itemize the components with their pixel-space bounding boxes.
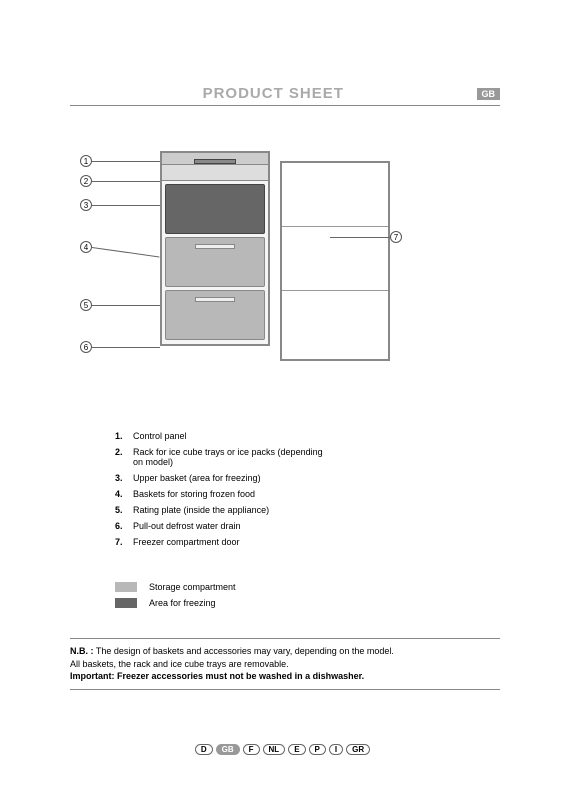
callout-6-num: 6 bbox=[80, 341, 92, 353]
lang-pill-nl[interactable]: NL bbox=[263, 744, 286, 755]
list-item: 1.Control panel bbox=[115, 431, 500, 441]
callout-3: 3 bbox=[80, 199, 92, 211]
freezer-door bbox=[280, 161, 390, 361]
ice-rack bbox=[162, 165, 268, 181]
swatch-freezing bbox=[115, 598, 137, 608]
lang-pill-e[interactable]: E bbox=[288, 744, 305, 755]
part-label: Freezer compartment door bbox=[133, 537, 240, 547]
list-item: 5.Rating plate (inside the appliance) bbox=[115, 505, 500, 515]
list-item: 4.Baskets for storing frozen food bbox=[115, 489, 500, 499]
legend-freezing: Area for freezing bbox=[115, 598, 500, 608]
upper-basket bbox=[165, 184, 265, 234]
freezer-body bbox=[160, 151, 270, 346]
legend-storage: Storage compartment bbox=[115, 582, 500, 592]
callout-4-num: 4 bbox=[80, 241, 92, 253]
lang-pill-p[interactable]: P bbox=[309, 744, 326, 755]
legend-freezing-label: Area for freezing bbox=[149, 598, 216, 608]
language-badge: GB bbox=[477, 88, 501, 100]
part-label: Upper basket (area for freezing) bbox=[133, 473, 261, 483]
part-label: Control panel bbox=[133, 431, 187, 441]
middle-basket bbox=[165, 237, 265, 287]
legend-storage-label: Storage compartment bbox=[149, 582, 236, 592]
list-item: 2.Rack for ice cube trays or ice packs (… bbox=[115, 447, 500, 467]
lang-pill-gr[interactable]: GR bbox=[346, 744, 370, 755]
header-bar: PRODUCT SHEET GB bbox=[70, 85, 500, 106]
lang-pill-d[interactable]: D bbox=[195, 744, 213, 755]
page: PRODUCT SHEET GB 1 2 3 4 5 6 bbox=[70, 85, 500, 740]
list-item: 7.Freezer compartment door bbox=[115, 537, 500, 547]
lang-pill-gb[interactable]: GB bbox=[216, 744, 240, 755]
footer: DGBFNLEPIGR bbox=[0, 744, 565, 755]
note-block: N.B. : The design of baskets and accesso… bbox=[70, 638, 500, 690]
note-line2: All baskets, the rack and ice cube trays… bbox=[70, 659, 289, 669]
part-label: Rack for ice cube trays or ice packs (de… bbox=[133, 447, 323, 467]
callout-4: 4 bbox=[80, 241, 92, 253]
page-title: PRODUCT SHEET bbox=[70, 85, 477, 102]
callout-2: 2 bbox=[80, 175, 92, 187]
parts-list: 1.Control panel 2.Rack for ice cube tray… bbox=[115, 431, 500, 547]
legend: Storage compartment Area for freezing bbox=[115, 582, 500, 608]
lang-pill-f[interactable]: F bbox=[243, 744, 260, 755]
callout-3-num: 3 bbox=[80, 199, 92, 211]
product-diagram: 1 2 3 4 5 6 bbox=[70, 151, 500, 381]
list-item: 6.Pull-out defrost water drain bbox=[115, 521, 500, 531]
note-line1: The design of baskets and accessories ma… bbox=[94, 646, 394, 656]
note-line3: Important: Freezer accessories must not … bbox=[70, 671, 364, 681]
callout-5: 5 bbox=[80, 299, 92, 311]
callout-7: 7 bbox=[390, 231, 402, 243]
callout-7-num: 7 bbox=[390, 231, 402, 243]
nb-label: N.B. : bbox=[70, 646, 94, 656]
callout-1: 1 bbox=[80, 155, 92, 167]
callout-1-num: 1 bbox=[80, 155, 92, 167]
callout-6: 6 bbox=[80, 341, 92, 353]
part-label: Pull-out defrost water drain bbox=[133, 521, 241, 531]
lang-pill-i[interactable]: I bbox=[329, 744, 343, 755]
part-label: Baskets for storing frozen food bbox=[133, 489, 255, 499]
callout-5-num: 5 bbox=[80, 299, 92, 311]
list-item: 3.Upper basket (area for freezing) bbox=[115, 473, 500, 483]
part-label: Rating plate (inside the appliance) bbox=[133, 505, 269, 515]
language-selector: DGBFNLEPIGR bbox=[195, 744, 370, 755]
swatch-storage bbox=[115, 582, 137, 592]
lower-basket bbox=[165, 290, 265, 340]
callout-2-num: 2 bbox=[80, 175, 92, 187]
